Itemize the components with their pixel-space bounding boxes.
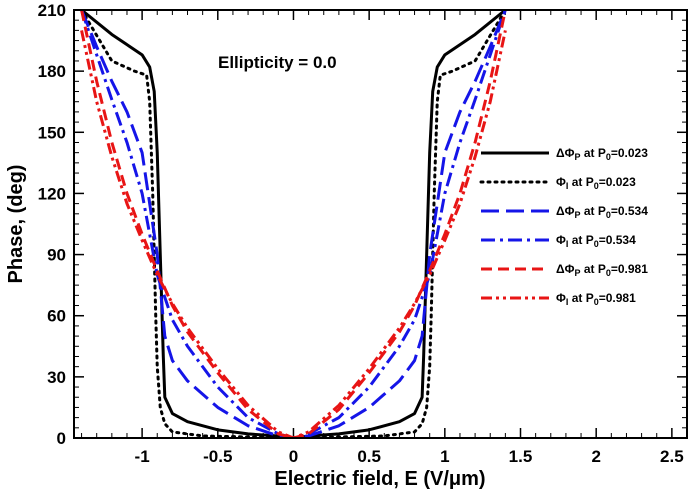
series-line-5 xyxy=(80,10,507,438)
legend-label-5: ΔΦP at P0=0.981 xyxy=(556,262,648,278)
legend-label-2: ΦI at P0=0.023 xyxy=(556,175,636,191)
y-tick-label: 210 xyxy=(38,1,66,20)
x-tick-label: -0.5 xyxy=(203,447,232,466)
y-tick-label: 180 xyxy=(38,62,66,81)
legend-label-4: ΦI at P0=0.534 xyxy=(556,233,636,249)
legend-label-6: ΦI at P0=0.981 xyxy=(556,291,636,307)
x-axis-title: Electric field, E (V/μm) xyxy=(274,468,485,490)
y-axis-title: Phase, (deg) xyxy=(5,165,27,284)
series-line-3 xyxy=(80,10,507,438)
series-line-2 xyxy=(80,10,507,438)
y-tick-label: 150 xyxy=(38,123,66,142)
y-tick-label: 60 xyxy=(47,307,66,326)
legend: ΔΦP at P0=0.023 ΦI at P0=0.023 ΔΦP at P0=0… xyxy=(479,146,648,307)
x-tick-label: 0.5 xyxy=(357,447,381,466)
x-tick-label: 2.5 xyxy=(660,447,684,466)
ellipticity-annotation: Ellipticity = 0.0 xyxy=(218,53,337,72)
y-tick-label: 0 xyxy=(57,429,66,448)
y-tick-labels: 0 30 60 90 120 150 180 210 xyxy=(38,1,66,448)
y-tick-label: 120 xyxy=(38,184,66,203)
x-tick-label: 2 xyxy=(591,447,600,466)
legend-label-1: ΔΦP at P0=0.023 xyxy=(556,146,648,162)
x-tick-labels: -1 -0.5 0 0.5 1 1.5 2 2.5 xyxy=(135,447,684,466)
data-series xyxy=(80,10,507,438)
x-tick-label: 0 xyxy=(289,447,298,466)
plot-frame xyxy=(73,9,688,439)
x-tick-label: 1.5 xyxy=(509,447,533,466)
legend-label-3: ΔΦP at P0=0.534 xyxy=(556,204,648,220)
series-line-6 xyxy=(80,30,507,438)
axis-ticks xyxy=(74,9,688,439)
series-line-1 xyxy=(80,10,507,438)
series-line-4 xyxy=(80,10,507,438)
y-tick-label: 30 xyxy=(47,368,66,387)
x-tick-label: -1 xyxy=(135,447,150,466)
x-tick-label: 1 xyxy=(440,447,449,466)
y-tick-label: 90 xyxy=(47,246,66,265)
